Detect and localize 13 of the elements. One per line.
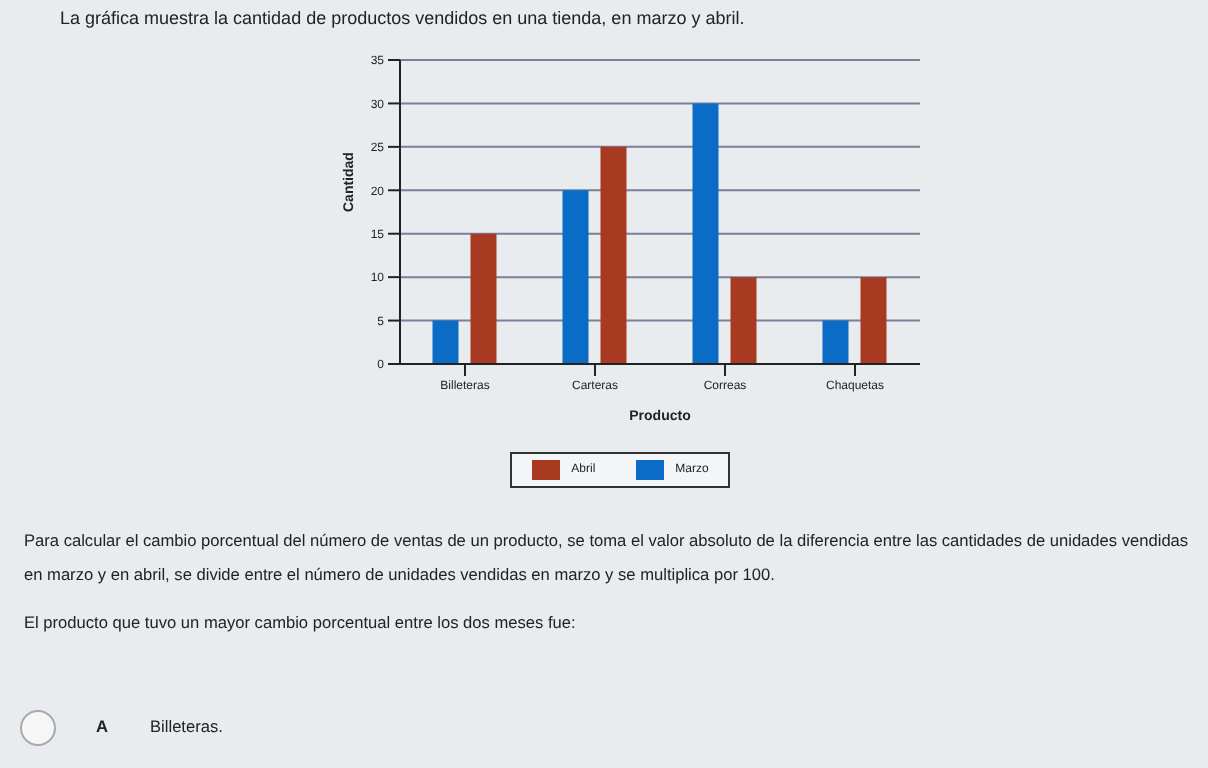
text: Billeteras.: [150, 716, 223, 736]
bar: [730, 277, 757, 364]
bar: [822, 320, 849, 364]
bar: [562, 190, 589, 364]
chart-title: La gráfica muestra la cantidad de productos vendidos en una tienda, en marzo y abril.: [60, 8, 745, 28]
bar: [470, 233, 497, 364]
bar: [600, 146, 627, 364]
bar: [692, 103, 719, 364]
text: A: [96, 716, 108, 736]
text: Para calcular el cambio porcentual del número de ventas de un producto, se toma el valor absoluto de la diferencia entre las cantidades de unidades vendidas en marzo y en abril, se divide entre el número de unidades vendidas en marzo y se multiplica por 100.: [24, 528, 1191, 588]
text: El producto que tuvo un mayor cambio porcentual entre los dos meses fue:: [24, 612, 576, 632]
bar: [432, 320, 459, 364]
bar: [860, 277, 887, 364]
